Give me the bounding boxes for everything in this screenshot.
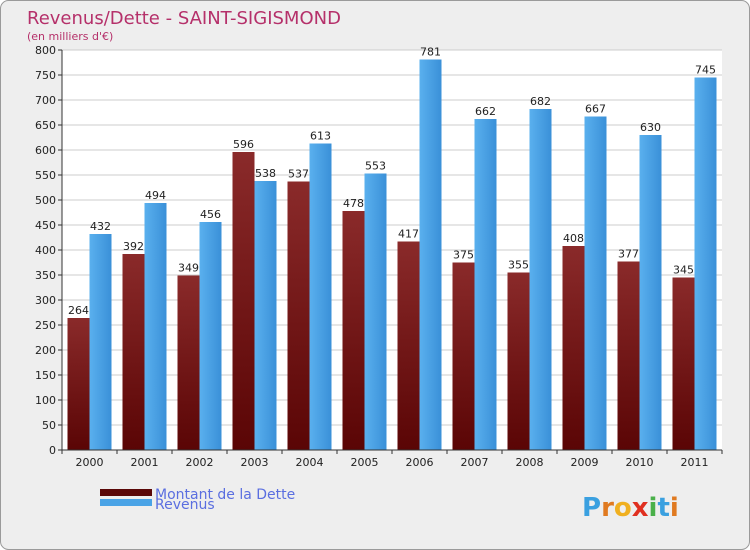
x-tick-label: 2010 (626, 456, 654, 469)
bar-revenus (89, 234, 112, 450)
logo-letter: i (670, 493, 679, 523)
x-tick-label: 2009 (571, 456, 599, 469)
proxiti-logo: Proxiti (582, 493, 679, 523)
logo-letter: t (657, 493, 669, 523)
bar-revenus (309, 143, 332, 450)
data-label-revenus: 538 (255, 167, 276, 180)
bar-revenus (529, 109, 552, 450)
bar-revenus (474, 119, 497, 450)
y-tick-label: 0 (49, 444, 56, 457)
y-tick-label: 100 (35, 394, 56, 407)
logo-letter: x (632, 493, 649, 523)
y-tick-label: 300 (35, 294, 56, 307)
data-label-dette: 537 (288, 168, 309, 181)
data-label-dette: 596 (233, 138, 254, 151)
x-tick-label: 2004 (296, 456, 324, 469)
bar-dette (452, 262, 475, 450)
y-tick-label: 650 (35, 119, 56, 132)
logo-letter: i (649, 493, 658, 523)
y-tick-label: 200 (35, 344, 56, 357)
data-label-revenus: 662 (475, 105, 496, 118)
x-tick-label: 2001 (131, 456, 159, 469)
data-label-revenus: 682 (530, 95, 551, 108)
x-tick-label: 2011 (681, 456, 709, 469)
bar-revenus (364, 173, 387, 450)
x-tick-label: 2005 (351, 456, 379, 469)
bar-revenus (639, 135, 662, 450)
data-label-dette: 408 (563, 232, 584, 245)
axes: 0 50 100 150 200 250 300 350 400 450 500 550 600 650 7… (35, 44, 723, 469)
data-label-dette: 264 (68, 304, 89, 317)
x-tick-label: 2007 (461, 456, 489, 469)
bar-dette (287, 181, 310, 450)
data-label-dette: 478 (343, 197, 364, 210)
data-label-revenus: 630 (640, 121, 661, 134)
data-label-revenus: 553 (365, 160, 386, 173)
y-tick-label: 400 (35, 244, 56, 257)
logo-letter: r (601, 493, 614, 523)
bar-dette (507, 272, 530, 450)
bar-dette (672, 277, 695, 450)
bar-dette (122, 254, 145, 450)
logo-letter: P (582, 493, 601, 523)
data-label-dette: 377 (618, 248, 639, 261)
bar-dette (342, 211, 365, 450)
bar-revenus (254, 181, 277, 450)
x-tick-label: 2006 (406, 456, 434, 469)
data-label-revenus: 432 (90, 220, 111, 233)
grid-lines (62, 49, 722, 451)
data-label-revenus: 494 (145, 189, 166, 202)
bar-revenus (419, 59, 442, 450)
y-tick-label: 500 (35, 194, 56, 207)
bar-revenus (199, 222, 222, 450)
data-label-revenus: 781 (420, 46, 441, 59)
y-tick-label: 350 (35, 269, 56, 282)
bar-revenus (694, 77, 717, 450)
data-label-dette: 392 (123, 240, 144, 253)
y-tick-label: 600 (35, 144, 56, 157)
y-tick-label: 750 (35, 69, 56, 82)
data-label-revenus: 613 (310, 130, 331, 143)
bar-dette (397, 241, 420, 450)
bar-dette (177, 275, 200, 450)
data-label-dette: 375 (453, 249, 474, 262)
data-labels: 264 432 392 494 349 456 596 538 537 613 478 553 417 7… (68, 46, 716, 318)
bar-revenus (144, 203, 167, 450)
y-tick-label: 550 (35, 169, 56, 182)
data-label-revenus: 456 (200, 208, 221, 221)
data-label-dette: 417 (398, 228, 419, 241)
bar-dette (562, 246, 585, 450)
chart-title: Revenus/Dette - SAINT-SIGISMOND (27, 8, 341, 29)
bar-revenus (584, 116, 607, 450)
y-tick-label: 700 (35, 94, 56, 107)
x-tick-label: 2003 (241, 456, 269, 469)
data-label-dette: 349 (178, 262, 199, 275)
x-tick-label: 2000 (76, 456, 104, 469)
logo-letter: o (614, 493, 632, 523)
data-label-dette: 345 (673, 264, 694, 277)
bar-dette (232, 152, 255, 450)
bar-dette (67, 318, 90, 450)
data-label-revenus: 667 (585, 103, 606, 116)
data-label-revenus: 745 (695, 64, 716, 77)
legend-label-dette: Montant de la Dette (155, 487, 295, 503)
y-tick-label: 50 (42, 419, 56, 432)
x-tick-label: 2002 (186, 456, 214, 469)
x-tick-label: 2008 (516, 456, 544, 469)
y-tick-label: 450 (35, 219, 56, 232)
y-tick-label: 250 (35, 319, 56, 332)
bars (67, 59, 717, 450)
bar-dette (617, 261, 640, 450)
chart-subtitle: (en milliers d'€) (27, 30, 113, 43)
legend-swatch-dette (100, 489, 152, 496)
legend-label-revenus: Revenus (155, 497, 215, 513)
legend-swatch-revenus (100, 499, 152, 506)
y-tick-label: 150 (35, 369, 56, 382)
data-label-dette: 355 (508, 259, 529, 272)
y-tick-label: 800 (35, 44, 56, 57)
